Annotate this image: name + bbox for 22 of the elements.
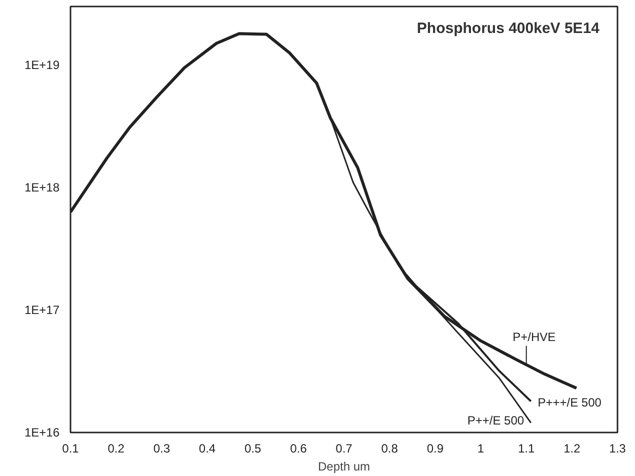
x-tick-label: 0.8	[381, 442, 398, 456]
x-tick-label: 0.7	[336, 442, 353, 456]
series-label: P+++/E 500	[538, 396, 602, 410]
y-tick-label: 1E+18	[24, 180, 60, 194]
series-label: P++/E 500	[467, 414, 524, 428]
x-tick-label: 0.6	[290, 442, 308, 456]
x-tick-label: 1.3	[609, 442, 626, 456]
x-tick-label: 0.1	[62, 442, 80, 456]
series-label: P+/HVE	[512, 330, 556, 344]
x-tick-label: 0.5	[244, 442, 262, 456]
x-tick-label: 0.3	[153, 442, 170, 456]
y-tick-label: 1E+17	[24, 302, 60, 317]
x-tick-label: 0.4	[198, 442, 216, 456]
x-tick-label: 1.2	[564, 442, 581, 456]
x-tick-label: 1.1	[518, 442, 535, 456]
y-tick-label: 1E+16	[24, 426, 60, 440]
y-tick-label: 1E+19	[24, 58, 60, 72]
text: Phosphorus 400keV 5E14	[416, 20, 600, 37]
x-tick-label: 0.9	[426, 442, 444, 456]
x-tick-label: 0.2	[108, 442, 125, 456]
x-axis-title: Depth um	[318, 460, 370, 474]
x-tick-label: 1	[477, 442, 484, 456]
